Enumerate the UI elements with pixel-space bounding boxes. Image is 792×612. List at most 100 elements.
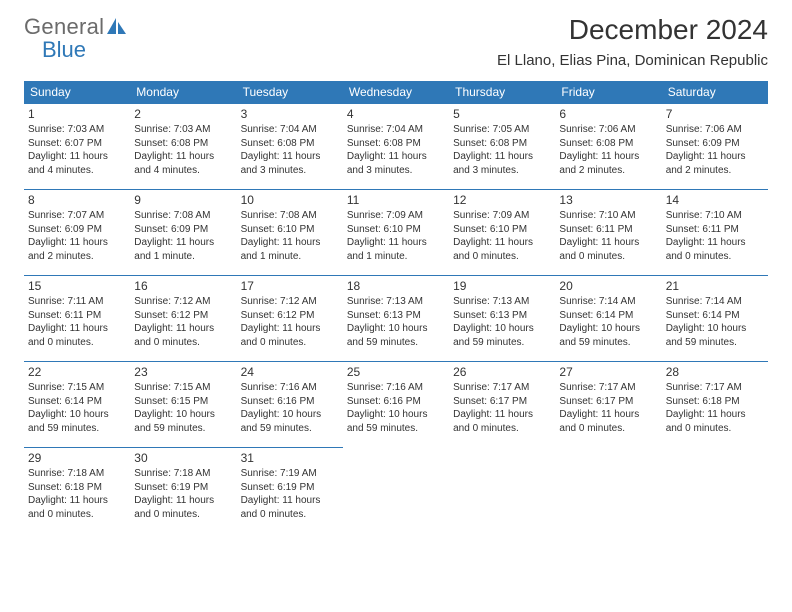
sunset-line: Sunset: 6:08 PM: [134, 137, 232, 151]
day-number: 27: [559, 364, 657, 380]
calendar-cell: 23Sunrise: 7:15 AMSunset: 6:15 PMDayligh…: [130, 362, 236, 448]
calendar-cell-empty: [343, 448, 449, 534]
weekday-header: Saturday: [662, 81, 768, 104]
day-number: 12: [453, 192, 551, 208]
calendar-row: 1Sunrise: 7:03 AMSunset: 6:07 PMDaylight…: [24, 104, 768, 190]
logo-sail-icon: [106, 16, 128, 41]
day-number: 19: [453, 278, 551, 294]
sunset-line: Sunset: 6:18 PM: [28, 481, 126, 495]
calendar-cell: 4Sunrise: 7:04 AMSunset: 6:08 PMDaylight…: [343, 104, 449, 190]
calendar-cell: 30Sunrise: 7:18 AMSunset: 6:19 PMDayligh…: [130, 448, 236, 534]
daylight-line: Daylight: 11 hours and 0 minutes.: [241, 322, 339, 349]
sunrise-line: Sunrise: 7:03 AM: [134, 123, 232, 137]
calendar-row: 8Sunrise: 7:07 AMSunset: 6:09 PMDaylight…: [24, 190, 768, 276]
daylight-line: Daylight: 11 hours and 0 minutes.: [28, 322, 126, 349]
day-number: 11: [347, 192, 445, 208]
daylight-line: Daylight: 11 hours and 0 minutes.: [559, 236, 657, 263]
calendar-cell: 27Sunrise: 7:17 AMSunset: 6:17 PMDayligh…: [555, 362, 661, 448]
calendar-cell: 6Sunrise: 7:06 AMSunset: 6:08 PMDaylight…: [555, 104, 661, 190]
sunset-line: Sunset: 6:14 PM: [559, 309, 657, 323]
sunrise-line: Sunrise: 7:19 AM: [241, 467, 339, 481]
sunset-line: Sunset: 6:16 PM: [347, 395, 445, 409]
sunrise-line: Sunrise: 7:09 AM: [453, 209, 551, 223]
day-number: 10: [241, 192, 339, 208]
sunset-line: Sunset: 6:16 PM: [241, 395, 339, 409]
calendar-cell: 14Sunrise: 7:10 AMSunset: 6:11 PMDayligh…: [662, 190, 768, 276]
calendar-cell: 3Sunrise: 7:04 AMSunset: 6:08 PMDaylight…: [237, 104, 343, 190]
calendar-cell: 20Sunrise: 7:14 AMSunset: 6:14 PMDayligh…: [555, 276, 661, 362]
daylight-line: Daylight: 10 hours and 59 minutes.: [559, 322, 657, 349]
daylight-line: Daylight: 11 hours and 1 minute.: [134, 236, 232, 263]
day-number: 16: [134, 278, 232, 294]
calendar-cell: 22Sunrise: 7:15 AMSunset: 6:14 PMDayligh…: [24, 362, 130, 448]
calendar-cell: 19Sunrise: 7:13 AMSunset: 6:13 PMDayligh…: [449, 276, 555, 362]
day-number: 8: [28, 192, 126, 208]
calendar-cell-empty: [662, 448, 768, 534]
day-number: 13: [559, 192, 657, 208]
logo-text-block: General Blue: [24, 14, 128, 63]
calendar-cell: 8Sunrise: 7:07 AMSunset: 6:09 PMDaylight…: [24, 190, 130, 276]
sunrise-line: Sunrise: 7:06 AM: [559, 123, 657, 137]
sunrise-line: Sunrise: 7:15 AM: [28, 381, 126, 395]
calendar-cell: 29Sunrise: 7:18 AMSunset: 6:18 PMDayligh…: [24, 448, 130, 534]
day-number: 5: [453, 106, 551, 122]
daylight-line: Daylight: 11 hours and 2 minutes.: [559, 150, 657, 177]
sunset-line: Sunset: 6:12 PM: [241, 309, 339, 323]
day-number: 21: [666, 278, 764, 294]
day-number: 29: [28, 450, 126, 466]
day-number: 6: [559, 106, 657, 122]
sunset-line: Sunset: 6:19 PM: [241, 481, 339, 495]
day-number: 26: [453, 364, 551, 380]
daylight-line: Daylight: 11 hours and 2 minutes.: [28, 236, 126, 263]
daylight-line: Daylight: 10 hours and 59 minutes.: [347, 322, 445, 349]
sunset-line: Sunset: 6:08 PM: [347, 137, 445, 151]
calendar-cell: 17Sunrise: 7:12 AMSunset: 6:12 PMDayligh…: [237, 276, 343, 362]
calendar-cell: 13Sunrise: 7:10 AMSunset: 6:11 PMDayligh…: [555, 190, 661, 276]
calendar-cell: 1Sunrise: 7:03 AMSunset: 6:07 PMDaylight…: [24, 104, 130, 190]
sunrise-line: Sunrise: 7:04 AM: [241, 123, 339, 137]
sunset-line: Sunset: 6:09 PM: [666, 137, 764, 151]
day-number: 25: [347, 364, 445, 380]
calendar-head: SundayMondayTuesdayWednesdayThursdayFrid…: [24, 81, 768, 104]
calendar-cell: 31Sunrise: 7:19 AMSunset: 6:19 PMDayligh…: [237, 448, 343, 534]
sunrise-line: Sunrise: 7:16 AM: [347, 381, 445, 395]
calendar-cell: 2Sunrise: 7:03 AMSunset: 6:08 PMDaylight…: [130, 104, 236, 190]
day-number: 2: [134, 106, 232, 122]
day-number: 31: [241, 450, 339, 466]
sunrise-line: Sunrise: 7:12 AM: [134, 295, 232, 309]
daylight-line: Daylight: 11 hours and 2 minutes.: [666, 150, 764, 177]
daylight-line: Daylight: 10 hours and 59 minutes.: [666, 322, 764, 349]
sunrise-line: Sunrise: 7:16 AM: [241, 381, 339, 395]
sunrise-line: Sunrise: 7:14 AM: [666, 295, 764, 309]
sunset-line: Sunset: 6:11 PM: [28, 309, 126, 323]
location: El Llano, Elias Pina, Dominican Republic: [497, 52, 768, 69]
daylight-line: Daylight: 11 hours and 4 minutes.: [134, 150, 232, 177]
calendar-row: 15Sunrise: 7:11 AMSunset: 6:11 PMDayligh…: [24, 276, 768, 362]
sunrise-line: Sunrise: 7:11 AM: [28, 295, 126, 309]
sunrise-line: Sunrise: 7:08 AM: [241, 209, 339, 223]
day-number: 17: [241, 278, 339, 294]
calendar-cell: 21Sunrise: 7:14 AMSunset: 6:14 PMDayligh…: [662, 276, 768, 362]
sunset-line: Sunset: 6:07 PM: [28, 137, 126, 151]
day-number: 28: [666, 364, 764, 380]
day-number: 3: [241, 106, 339, 122]
weekday-header: Thursday: [449, 81, 555, 104]
daylight-line: Daylight: 11 hours and 0 minutes.: [453, 236, 551, 263]
daylight-line: Daylight: 10 hours and 59 minutes.: [347, 408, 445, 435]
sunset-line: Sunset: 6:09 PM: [28, 223, 126, 237]
sunrise-line: Sunrise: 7:09 AM: [347, 209, 445, 223]
calendar-row: 22Sunrise: 7:15 AMSunset: 6:14 PMDayligh…: [24, 362, 768, 448]
day-number: 9: [134, 192, 232, 208]
calendar-cell: 28Sunrise: 7:17 AMSunset: 6:18 PMDayligh…: [662, 362, 768, 448]
day-number: 15: [28, 278, 126, 294]
weekday-header: Wednesday: [343, 81, 449, 104]
day-number: 20: [559, 278, 657, 294]
weekday-header: Sunday: [24, 81, 130, 104]
weekday-header: Tuesday: [237, 81, 343, 104]
calendar-cell: 7Sunrise: 7:06 AMSunset: 6:09 PMDaylight…: [662, 104, 768, 190]
sunset-line: Sunset: 6:10 PM: [241, 223, 339, 237]
calendar-cell: 24Sunrise: 7:16 AMSunset: 6:16 PMDayligh…: [237, 362, 343, 448]
daylight-line: Daylight: 11 hours and 3 minutes.: [347, 150, 445, 177]
daylight-line: Daylight: 11 hours and 0 minutes.: [666, 236, 764, 263]
day-number: 22: [28, 364, 126, 380]
